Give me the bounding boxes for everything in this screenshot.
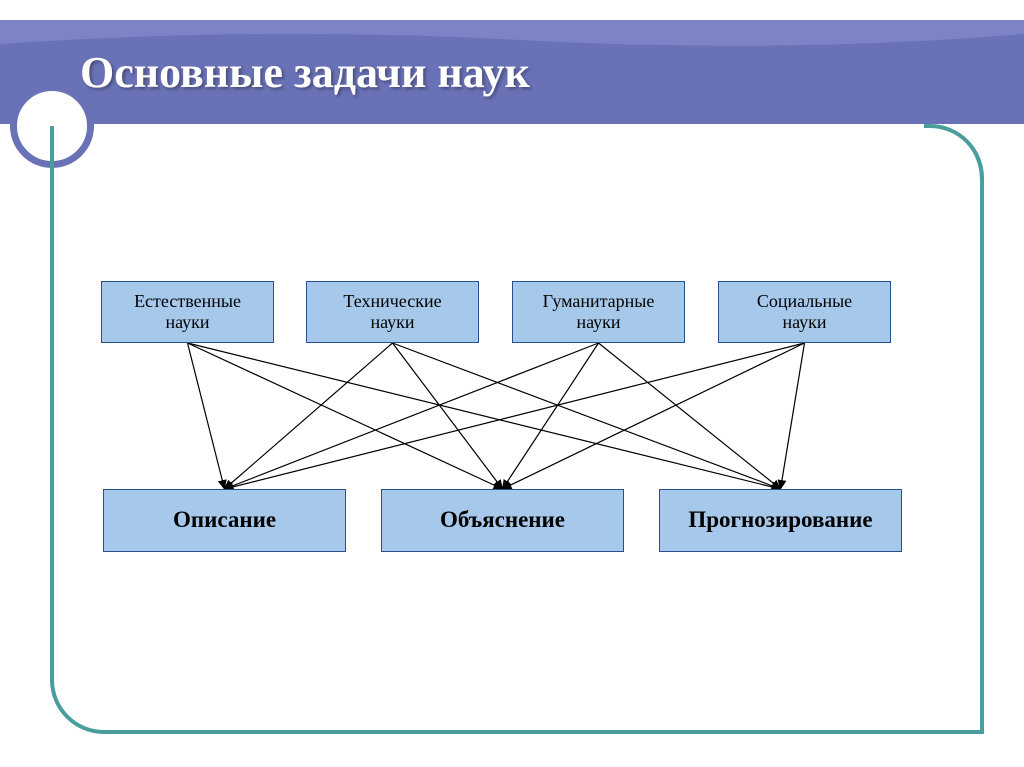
node-description: Описание xyxy=(103,489,346,552)
node-label-forecasting: Прогнозирование xyxy=(688,507,872,533)
edge-technical-to-description xyxy=(225,343,393,489)
diagram-arrows xyxy=(0,0,1024,767)
edge-natural-to-explanation xyxy=(188,343,503,489)
node-technical: Технические науки xyxy=(306,281,479,343)
diagram-area: Естественные науки Технические науки Гуман… xyxy=(0,0,1024,767)
edge-social-to-description xyxy=(225,343,805,489)
node-explanation: Объяснение xyxy=(381,489,624,552)
node-forecasting: Прогнозирование xyxy=(659,489,902,552)
node-label-social: Социальные науки xyxy=(757,291,852,332)
edge-social-to-forecasting xyxy=(781,343,805,489)
node-natural: Естественные науки xyxy=(101,281,274,343)
edge-social-to-explanation xyxy=(503,343,805,489)
node-label-explanation: Объяснение xyxy=(440,507,565,533)
edge-natural-to-forecasting xyxy=(188,343,781,489)
node-label-technical: Технические науки xyxy=(343,291,441,332)
node-label-natural: Естественные науки xyxy=(134,291,241,332)
edge-humanities-to-forecasting xyxy=(599,343,781,489)
node-label-humanities: Гуманитарные науки xyxy=(543,291,655,332)
edge-humanities-to-description xyxy=(225,343,599,489)
node-label-description: Описание xyxy=(173,507,276,533)
edge-natural-to-description xyxy=(188,343,225,489)
node-social: Социальные науки xyxy=(718,281,891,343)
edge-technical-to-forecasting xyxy=(393,343,781,489)
edge-humanities-to-explanation xyxy=(503,343,599,489)
node-humanities: Гуманитарные науки xyxy=(512,281,685,343)
edge-technical-to-explanation xyxy=(393,343,503,489)
